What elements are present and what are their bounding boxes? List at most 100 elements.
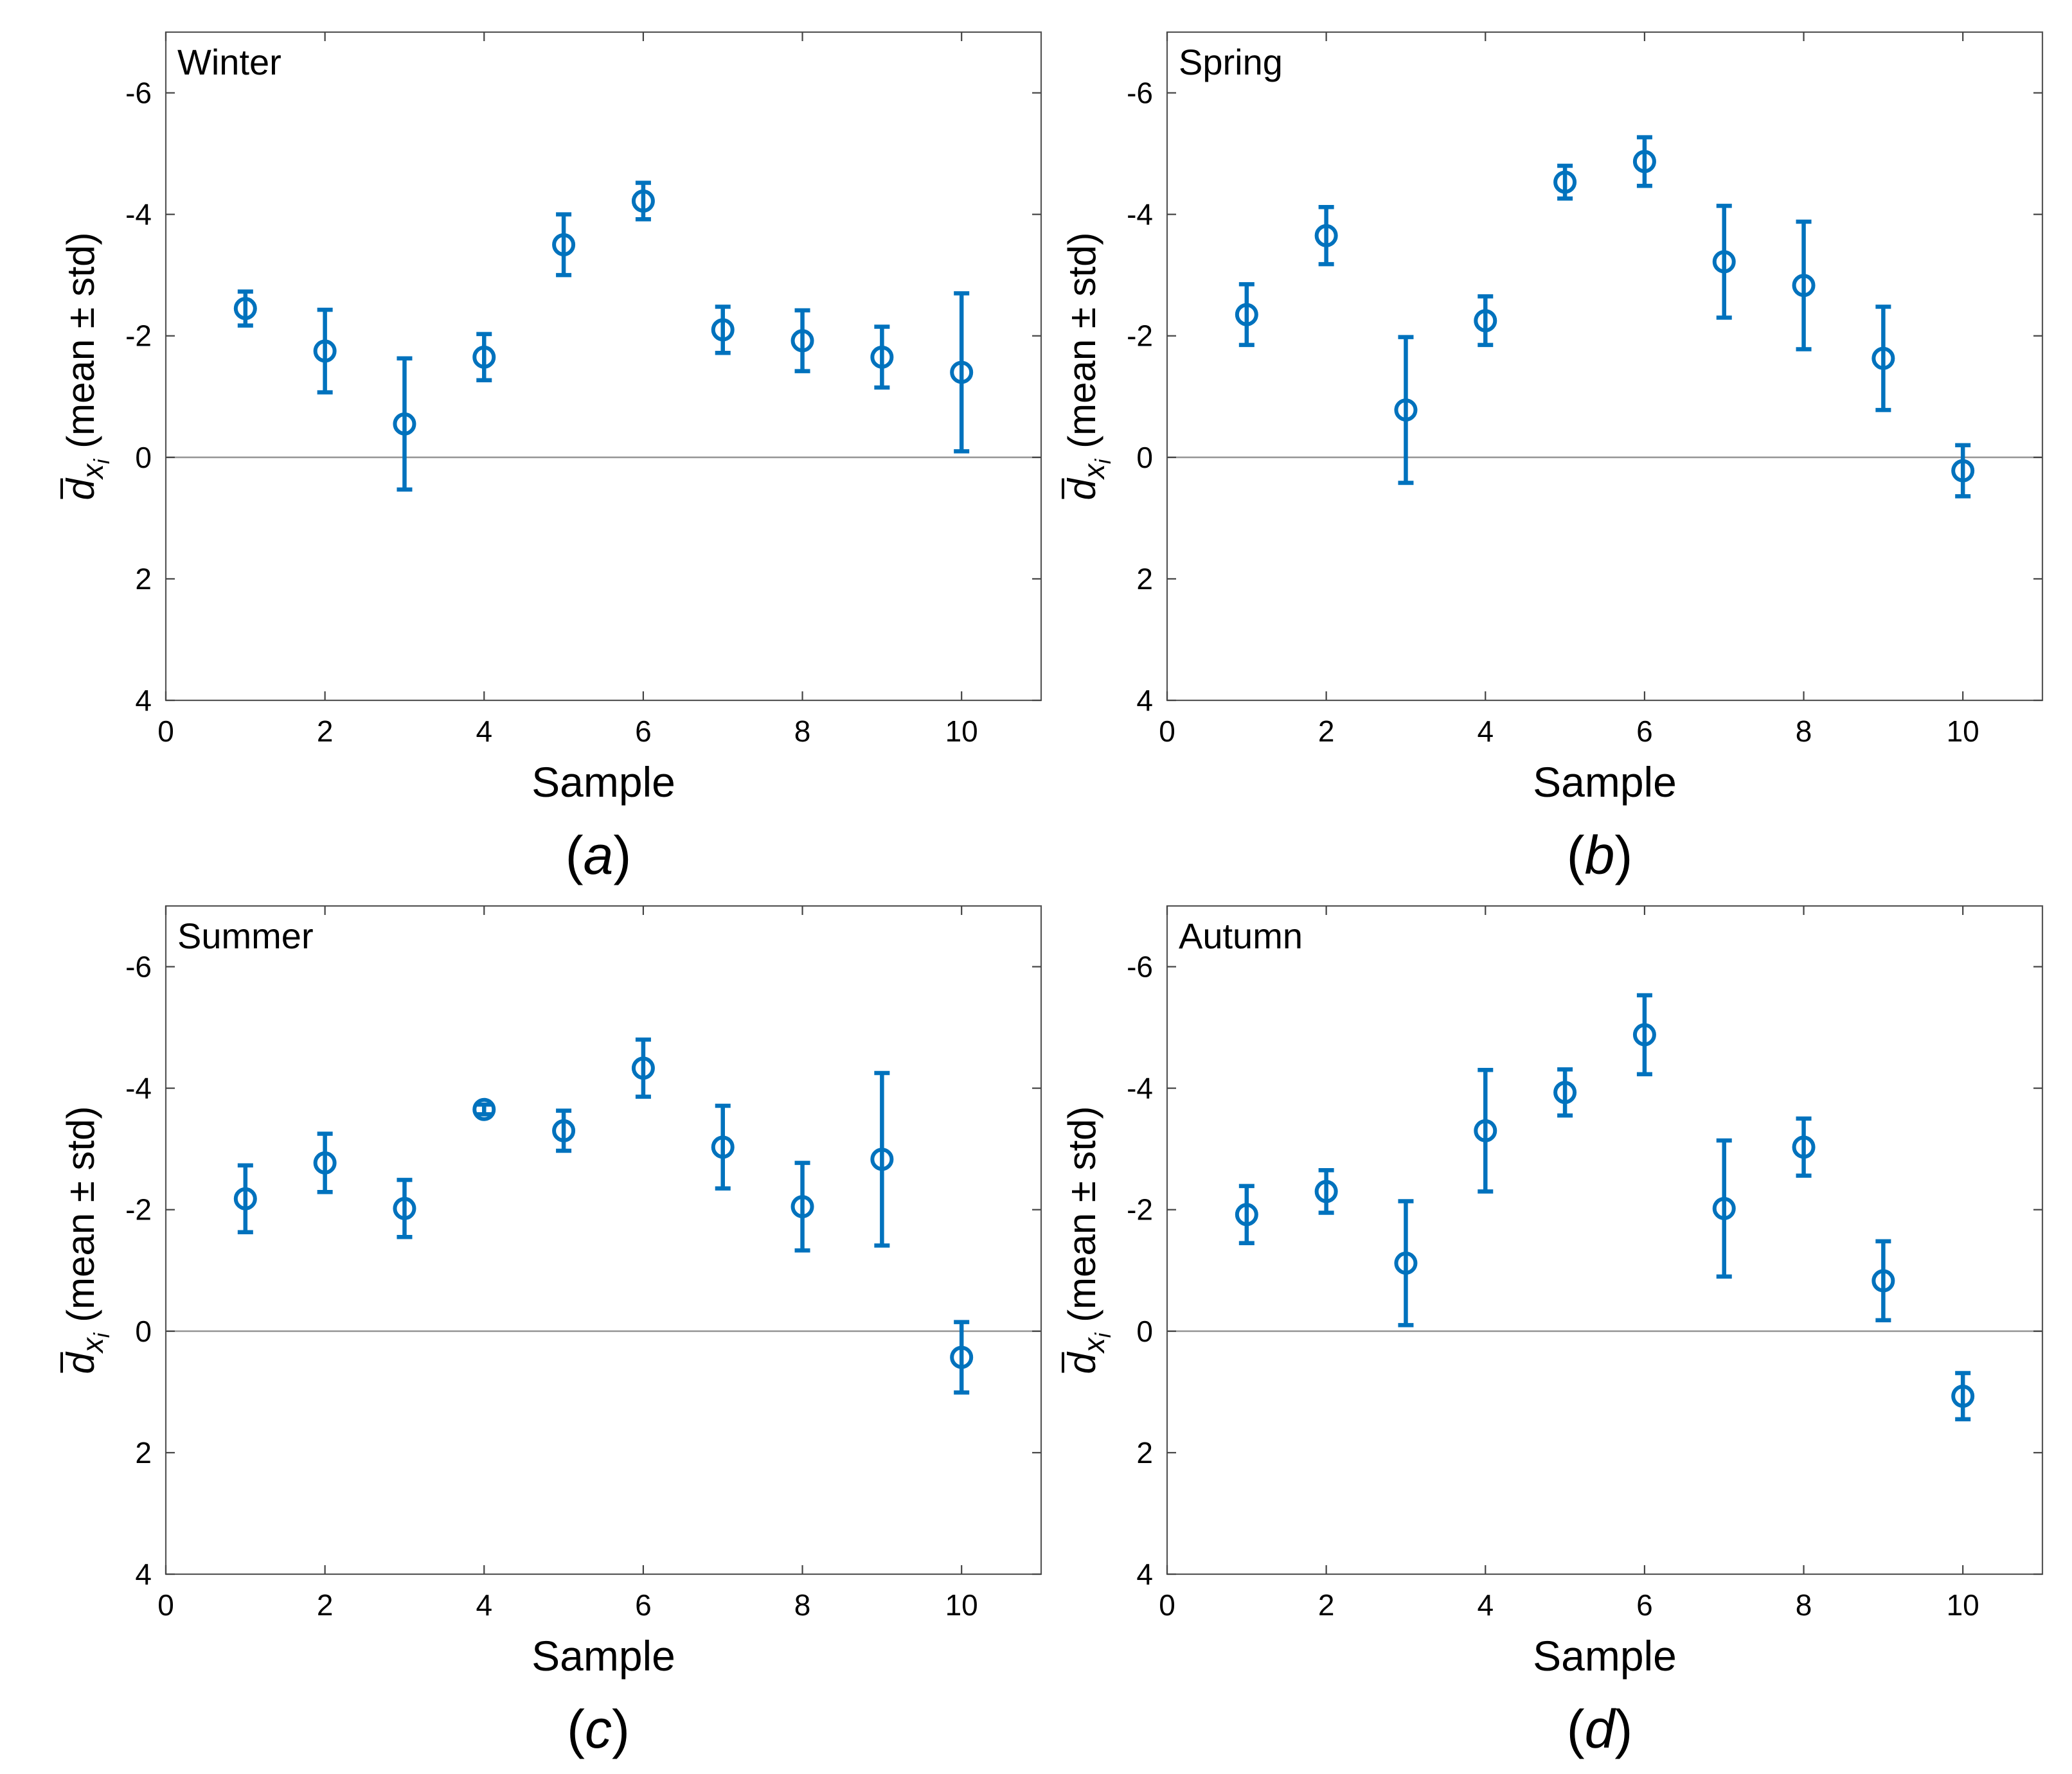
data-point [1632,993,1656,1077]
x-tick-label: 10 [1947,714,1979,748]
mean-marker [1474,1119,1497,1142]
data-point [1951,1370,1975,1422]
x-axis-label: Sample [1533,758,1677,806]
data-point [472,1097,496,1121]
mean-marker [870,1148,894,1171]
mean-marker [552,233,576,256]
data-point [790,1160,814,1253]
data-point [631,181,655,222]
data-point [472,332,496,382]
data-point [711,305,735,355]
y-tick-label: 0 [135,1315,152,1348]
data-point [1235,1184,1258,1245]
x-tick-label: 0 [1159,1588,1175,1622]
x-axis-label: Sample [531,1632,675,1680]
x-tick-label: 10 [945,714,978,748]
y-tick-label: -6 [125,76,152,110]
mean-marker [1792,274,1816,297]
y-tick-label: 2 [1136,562,1153,596]
mean-marker [711,1135,735,1159]
y-tick-label: 4 [135,1557,152,1591]
y-tick-label: 0 [135,441,152,474]
data-point [313,1131,337,1194]
panel-label: (d) [1567,1699,1633,1759]
x-tick-label: 0 [157,714,174,748]
panel-1: 0 2 4 6 8 10 -6 -4 -2 0 2 4 Winter Sample (a) dxi (mean… [59,31,1042,885]
x-tick-label: 2 [1318,714,1335,748]
data-point [1394,1199,1418,1327]
x-tick-label: 6 [1636,714,1653,748]
y-tick-label: -2 [1127,1193,1153,1227]
y-axis-label: dxi (mean ± std) [1060,233,1116,501]
panel-label: (a) [566,825,632,885]
mean-marker [1871,1269,1895,1293]
mean-marker [472,1097,496,1121]
data-point [870,1070,894,1248]
x-tick-label: 10 [1947,1588,1979,1622]
mean-marker [1792,1135,1816,1159]
y-tick-label: 4 [135,684,152,717]
x-tick-label: 4 [1477,1588,1494,1622]
mean-marker [313,339,337,363]
x-tick-label: 6 [635,1588,652,1622]
svg-text:dxi (mean ± std): dxi (mean ± std) [1060,233,1116,501]
y-tick-label: -2 [125,1193,152,1227]
season-title: Summer [177,916,314,956]
x-tick-label: 2 [317,1588,334,1622]
mean-marker [552,1119,576,1142]
data-point [233,289,257,328]
y-tick-label: 2 [1136,1436,1153,1469]
mean-marker [233,297,257,321]
data-point [1871,1239,1895,1323]
panel-2: 0 2 4 6 8 10 -6 -4 -2 0 2 4 Spring Sample (b) dxi (mean… [1060,31,2044,885]
mean-marker [1553,1081,1577,1104]
data-point [552,212,576,278]
x-tick-label: 2 [317,714,334,748]
data-point [1474,294,1497,348]
mean-marker [631,189,655,213]
mean-marker [1314,224,1338,247]
x-tick-label: 0 [1159,714,1175,748]
panel-3: 0 2 4 6 8 10 -6 -4 -2 0 2 4 Summer Sample (c) dxi (mean… [59,905,1042,1759]
data-point [1553,1067,1577,1118]
data-point [1314,205,1338,267]
data-point [552,1108,576,1153]
x-tick-label: 4 [1477,714,1494,748]
y-tick-label: 4 [1136,1557,1153,1591]
season-title: Autumn [1179,916,1303,956]
x-tick-label: 6 [635,714,652,748]
data-point [790,308,814,373]
x-tick-label: 10 [945,1588,978,1622]
data-point [631,1037,655,1099]
mean-marker [313,1151,337,1175]
data-point [1632,135,1656,188]
data-point [313,307,337,395]
plot-frame [165,31,1042,702]
mean-marker [1394,1251,1418,1275]
data-point [1792,219,1816,351]
y-tick-label: 2 [135,562,152,596]
y-tick-label: -6 [1127,76,1153,110]
mean-marker [1871,346,1895,370]
x-axis-label: Sample [1533,1632,1677,1680]
data-point [870,324,894,390]
x-tick-label: 4 [476,1588,492,1622]
x-axis-label: Sample [531,758,675,806]
mean-marker [1474,309,1497,333]
mean-marker [1712,1196,1736,1220]
mean-marker [1314,1180,1338,1203]
mean-marker [1394,398,1418,422]
data-point [1314,1168,1338,1215]
mean-marker [790,329,814,353]
mean-marker [1553,170,1577,194]
x-tick-label: 6 [1636,1588,1653,1622]
mean-marker [472,345,496,369]
svg-text:dxi (mean ± std): dxi (mean ± std) [59,233,114,501]
plot-frame [165,905,1042,1575]
panel-label: (c) [567,1699,630,1759]
data-point [711,1103,735,1191]
mean-marker [1712,250,1736,274]
mean-marker [631,1056,655,1080]
x-tick-label: 8 [1796,714,1812,748]
data-point [950,291,974,454]
